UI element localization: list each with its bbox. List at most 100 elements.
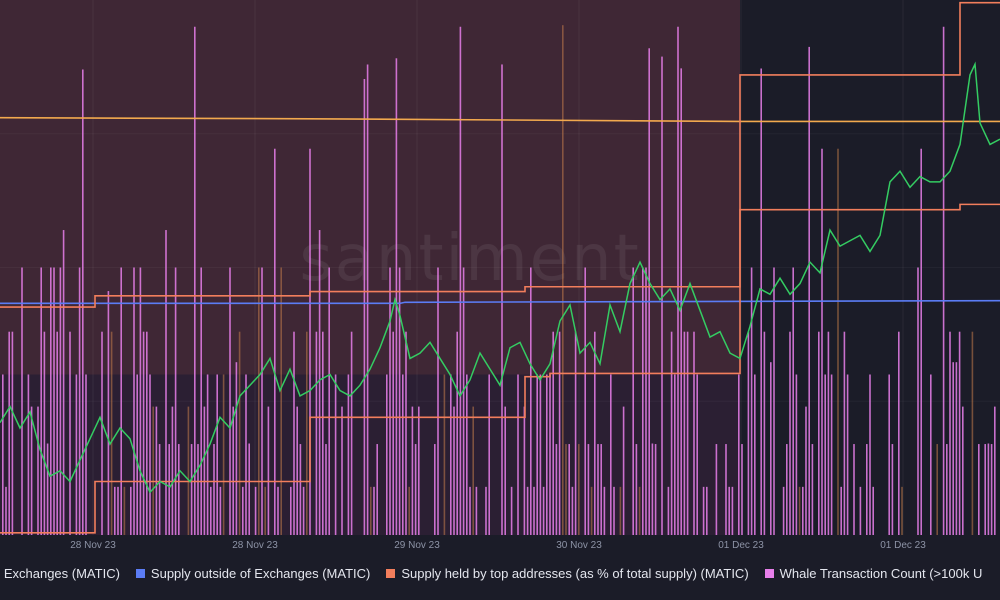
legend-item[interactable]: Supply outside of Exchanges (MATIC)	[135, 566, 370, 581]
whale-bar	[674, 374, 676, 535]
whale-bar	[654, 444, 657, 535]
whale-bar	[405, 331, 407, 535]
whale-bar	[59, 267, 62, 535]
whale-bar	[821, 148, 823, 536]
series-line	[0, 299, 1000, 305]
legend-item[interactable]: Whale Transaction Count (>100k U	[764, 566, 983, 581]
whale-bar	[901, 486, 903, 535]
whale-bar	[139, 267, 142, 535]
whale-bar	[2, 374, 4, 535]
whale-bar	[293, 331, 295, 535]
whale-bar	[510, 486, 513, 535]
whale-bar	[738, 374, 740, 535]
x-tick-label: 28 Nov 23	[70, 540, 116, 551]
whale-bar	[725, 444, 727, 535]
whale-bar	[638, 486, 641, 535]
whale-bar	[667, 486, 670, 535]
whale-bar	[174, 267, 177, 535]
whale-bar	[859, 486, 862, 535]
whale-bar	[763, 331, 766, 535]
whale-bar	[990, 444, 993, 535]
whale-bar	[62, 230, 65, 536]
whale-bar	[773, 267, 775, 535]
x-tick-label: 30 Nov 23	[556, 540, 602, 551]
whale-bar	[696, 374, 698, 535]
whale-bar	[43, 331, 46, 535]
whale-bar	[971, 331, 974, 535]
whale-bar	[898, 331, 900, 535]
whale-bar	[936, 444, 938, 535]
whale-bar	[366, 64, 369, 536]
whale-bar	[229, 267, 231, 535]
whale-bar	[706, 486, 708, 535]
whale-bar	[603, 486, 606, 535]
whale-bar	[213, 444, 215, 535]
whale-bar	[178, 444, 180, 535]
whale-bar	[670, 331, 673, 535]
whale-bar	[987, 443, 990, 535]
whale-bar	[526, 486, 529, 535]
whale-bar	[523, 406, 526, 535]
whale-bar	[85, 374, 87, 535]
whale-bar	[456, 331, 458, 535]
chart-svg: santiment 28 Nov 23 28 Nov 23 29 Nov 23 30 …	[0, 0, 1000, 551]
whale-bar	[296, 406, 298, 535]
legend-item[interactable]: Supply held by top addresses (as % of to…	[386, 566, 749, 581]
legend-swatch	[764, 569, 774, 578]
whale-bar	[347, 374, 350, 535]
whale-bar	[741, 444, 743, 535]
whale-bar	[552, 331, 554, 535]
whale-bar	[501, 64, 503, 535]
whale-bar	[827, 331, 830, 535]
whale-bar	[747, 331, 750, 535]
whale-bar	[530, 267, 532, 535]
whale-bar	[805, 406, 807, 535]
whale-bar	[8, 331, 10, 535]
x-tick-label: 28 Nov 23	[232, 540, 278, 551]
whale-bar	[872, 486, 874, 535]
whale-bar	[782, 486, 785, 535]
whale-bar	[635, 444, 638, 535]
x-tick-label: 01 Dec 23	[718, 540, 764, 551]
whale-bar	[533, 486, 535, 535]
whale-bar	[728, 486, 730, 535]
whale-bar	[341, 406, 343, 535]
whale-bar	[818, 331, 820, 535]
whale-bar	[808, 46, 810, 536]
whale-bar	[866, 444, 868, 535]
whale-bar	[78, 267, 81, 535]
whale-bar	[318, 230, 321, 536]
whale-bar	[549, 374, 551, 535]
whale-bar	[117, 486, 119, 535]
whale-bar	[350, 331, 353, 535]
whale-bar	[994, 406, 996, 535]
whale-bar	[75, 374, 78, 535]
whale-bar	[798, 486, 801, 535]
whale-bar	[395, 58, 398, 535]
whale-bar	[770, 362, 772, 535]
whale-bar	[693, 331, 695, 535]
whale-bar	[488, 374, 490, 535]
whale-bar	[149, 374, 151, 535]
whale-bar	[792, 267, 794, 535]
legend-label: Whale Transaction Count (>100k U	[779, 566, 983, 581]
whale-bar	[917, 267, 919, 535]
whale-bar	[322, 331, 324, 535]
whale-bar	[50, 267, 52, 535]
whale-bar	[155, 406, 158, 535]
whale-bar	[949, 331, 951, 535]
whale-bar	[373, 486, 375, 535]
legend-item[interactable]: n Exchanges (MATIC)	[0, 566, 120, 581]
whale-bar	[504, 406, 506, 535]
whale-bar	[453, 406, 455, 535]
whale-bar	[290, 486, 292, 535]
price-line	[0, 61, 1000, 494]
whale-bar	[299, 444, 302, 535]
whale-bar	[402, 374, 404, 535]
whale-bar	[786, 444, 788, 535]
whale-bar	[258, 267, 260, 535]
whale-bar	[408, 486, 410, 535]
whale-bar	[619, 486, 622, 535]
whale-bar	[466, 374, 468, 535]
